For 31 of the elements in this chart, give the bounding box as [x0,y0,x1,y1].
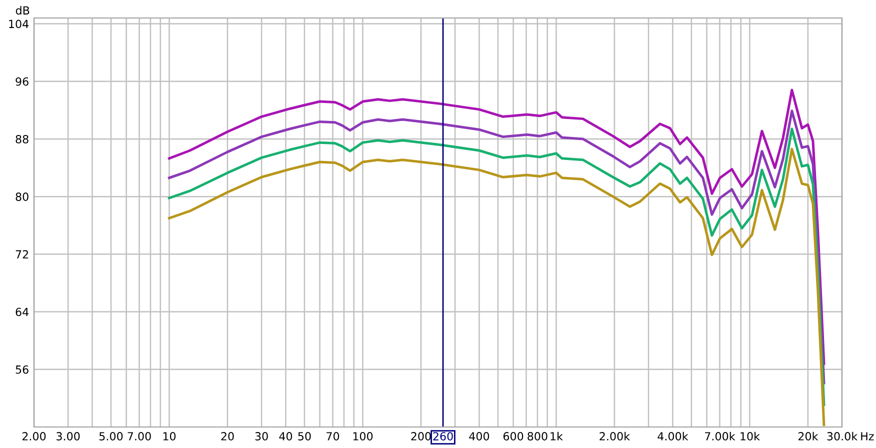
x-tick-label: 4.00k [658,432,688,440]
x-tick-label: 2.00 [22,432,46,440]
x-tick-label: 10k [740,432,760,440]
x-tick-label: 7.00 [128,432,151,440]
y-tick-label: 88 [16,134,28,144]
x-tick-label: 800 [528,432,548,440]
x-tick-label: 10 [163,432,176,440]
x-tick-label: 2.00k [600,432,630,440]
y-tick-label: 56 [16,365,28,374]
x-tick-label: 1k [550,432,563,440]
x-tick-label: 30.0k [827,432,858,440]
y-tick-label: 64 [16,308,29,316]
x-tick-label: 20k [798,432,818,440]
x-tick-label: 600 [503,432,524,440]
y-tick-label: 80 [16,192,28,201]
x-tick-label: 400 [469,432,490,440]
y-tick-label: 96 [16,77,28,86]
x-tick-label: 7.00k [705,432,736,440]
x-tick-label: 70 [326,432,340,440]
x-axis-title: Hz [861,432,874,440]
x-tick-label: 100 [353,432,373,440]
y-axis-title: dB [16,6,30,15]
x-tick-label: 30 [255,432,268,440]
x-tick-label: 50 [298,432,311,440]
x-tick-label: 3.00 [56,432,80,440]
x-tick-label: 40 [279,432,292,440]
y-tick-label: 72 [16,250,28,258]
ref-line-label: 260 [433,432,453,441]
x-tick-label: 20 [221,432,234,440]
x-tick-label: 5.00 [99,432,123,440]
y-tick-label: 104 [9,20,29,28]
